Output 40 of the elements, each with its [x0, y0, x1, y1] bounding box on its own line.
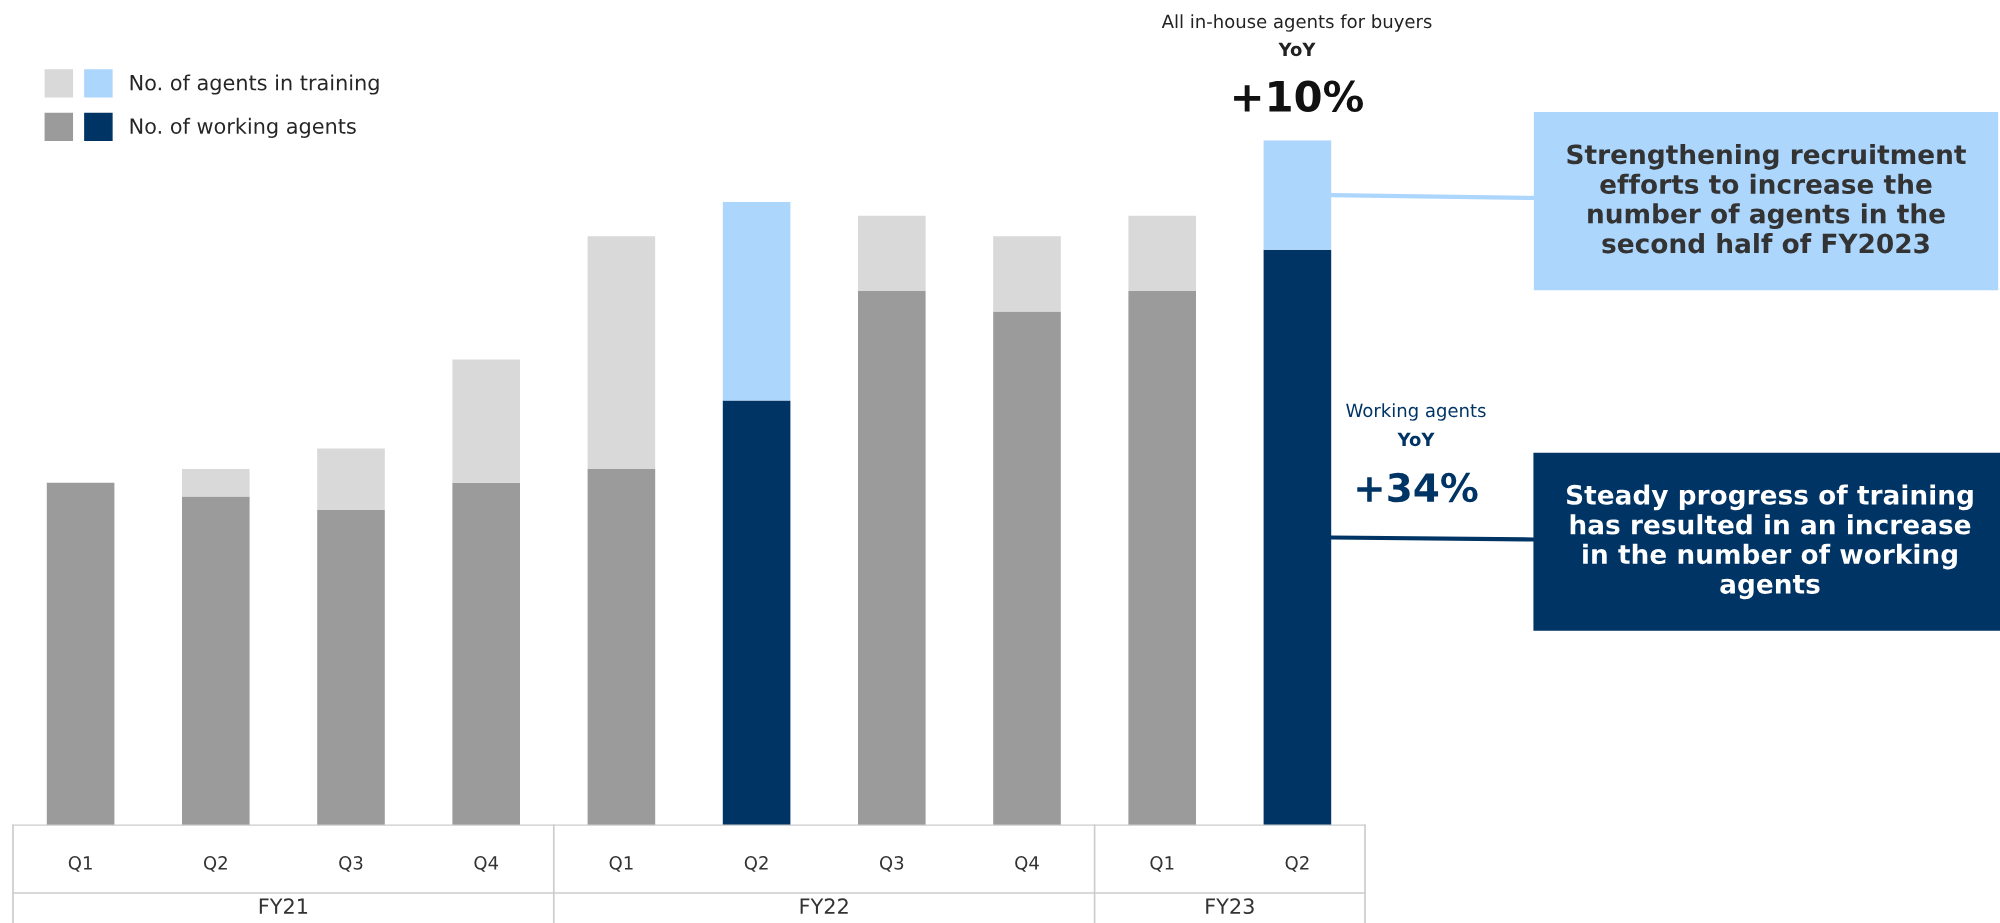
legend-label: No. of working agents: [130, 117, 356, 138]
bar: [182, 496, 250, 826]
bar: [722, 201, 791, 401]
annotation: Working agents: [1346, 403, 1486, 421]
bar: [993, 236, 1061, 312]
bar: [993, 311, 1061, 826]
bar: [452, 359, 520, 483]
bar: [317, 448, 385, 511]
bar: [46, 482, 115, 826]
x-tick-label: Q1: [609, 856, 633, 872]
annotation: +34%: [1357, 472, 1478, 503]
text: YoY: [1278, 42, 1316, 57]
x-tick-label: Q1: [68, 856, 92, 872]
text: Steady progress of training has resulted in an increase in the number of working agents: [1566, 484, 1973, 600]
bar: [587, 236, 656, 470]
x-tick-label: Q2: [203, 856, 227, 872]
bar: [722, 400, 791, 826]
text: +10%: [1234, 80, 1363, 113]
x-tick-label: Q3: [879, 856, 904, 872]
bar: [182, 469, 250, 497]
text: FY21: [259, 898, 308, 914]
text: FY22: [800, 898, 848, 914]
bar: [858, 290, 926, 826]
text: YoY: [1397, 432, 1435, 447]
legend-label: No. of agents in training: [130, 74, 379, 95]
text: FY23: [1206, 898, 1254, 915]
bar: [858, 215, 926, 291]
x-tick-label: Q4: [474, 856, 499, 872]
bar: [452, 482, 520, 826]
x-tick-label: Q3: [339, 856, 363, 872]
text: Strengthening recruitment efforts to increase the number of agents in the second half of FY2023: [1567, 143, 1966, 254]
x-tick-label: Q4: [1015, 856, 1039, 872]
x-tick-label: Q2: [744, 856, 768, 872]
bar: [317, 510, 385, 826]
bar: [1128, 215, 1196, 291]
bar: [1128, 290, 1196, 826]
x-tick-label: Q2: [1285, 856, 1309, 872]
bar: [587, 469, 656, 826]
x-tick-label: Q1: [1150, 856, 1174, 872]
text: All in-house agents for buyers: [1161, 14, 1432, 32]
